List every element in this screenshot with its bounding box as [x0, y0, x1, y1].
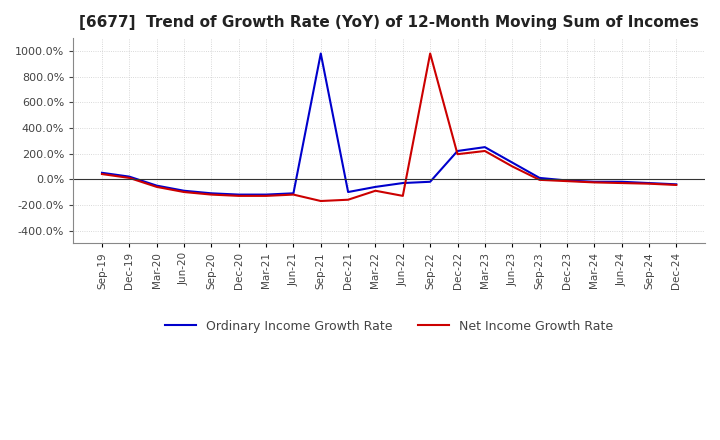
Legend: Ordinary Income Growth Rate, Net Income Growth Rate: Ordinary Income Growth Rate, Net Income …: [160, 315, 618, 338]
Net Income Growth Rate: [398, 193, 407, 198]
Net Income Growth Rate: [672, 182, 680, 187]
Net Income Growth Rate: [562, 179, 571, 184]
Net Income Growth Rate: [426, 51, 434, 56]
Line: Net Income Growth Rate: Net Income Growth Rate: [102, 54, 676, 201]
Ordinary Income Growth Rate: [644, 180, 653, 186]
Net Income Growth Rate: [508, 164, 516, 169]
Net Income Growth Rate: [262, 193, 271, 198]
Net Income Growth Rate: [371, 188, 379, 194]
Ordinary Income Growth Rate: [207, 191, 216, 196]
Ordinary Income Growth Rate: [508, 160, 516, 165]
Ordinary Income Growth Rate: [317, 51, 325, 56]
Net Income Growth Rate: [590, 180, 598, 185]
Ordinary Income Growth Rate: [672, 182, 680, 187]
Net Income Growth Rate: [207, 192, 216, 197]
Ordinary Income Growth Rate: [98, 170, 107, 176]
Net Income Growth Rate: [289, 192, 298, 197]
Ordinary Income Growth Rate: [453, 148, 462, 154]
Net Income Growth Rate: [644, 181, 653, 186]
Ordinary Income Growth Rate: [562, 178, 571, 183]
Net Income Growth Rate: [343, 197, 352, 202]
Net Income Growth Rate: [125, 175, 134, 180]
Ordinary Income Growth Rate: [262, 192, 271, 197]
Net Income Growth Rate: [98, 172, 107, 177]
Ordinary Income Growth Rate: [617, 179, 626, 184]
Ordinary Income Growth Rate: [535, 175, 544, 180]
Ordinary Income Growth Rate: [398, 180, 407, 186]
Ordinary Income Growth Rate: [180, 188, 189, 194]
Net Income Growth Rate: [235, 193, 243, 198]
Net Income Growth Rate: [317, 198, 325, 204]
Net Income Growth Rate: [153, 184, 161, 190]
Net Income Growth Rate: [453, 151, 462, 157]
Title: [6677]  Trend of Growth Rate (YoY) of 12-Month Moving Sum of Incomes: [6677] Trend of Growth Rate (YoY) of 12-…: [79, 15, 699, 30]
Ordinary Income Growth Rate: [235, 192, 243, 197]
Ordinary Income Growth Rate: [371, 184, 379, 190]
Net Income Growth Rate: [180, 189, 189, 194]
Net Income Growth Rate: [535, 177, 544, 183]
Line: Ordinary Income Growth Rate: Ordinary Income Growth Rate: [102, 54, 676, 194]
Ordinary Income Growth Rate: [289, 191, 298, 196]
Ordinary Income Growth Rate: [153, 183, 161, 188]
Net Income Growth Rate: [480, 148, 489, 154]
Net Income Growth Rate: [617, 180, 626, 186]
Ordinary Income Growth Rate: [480, 144, 489, 150]
Ordinary Income Growth Rate: [590, 179, 598, 184]
Ordinary Income Growth Rate: [343, 189, 352, 194]
Ordinary Income Growth Rate: [125, 174, 134, 179]
Ordinary Income Growth Rate: [426, 179, 434, 184]
